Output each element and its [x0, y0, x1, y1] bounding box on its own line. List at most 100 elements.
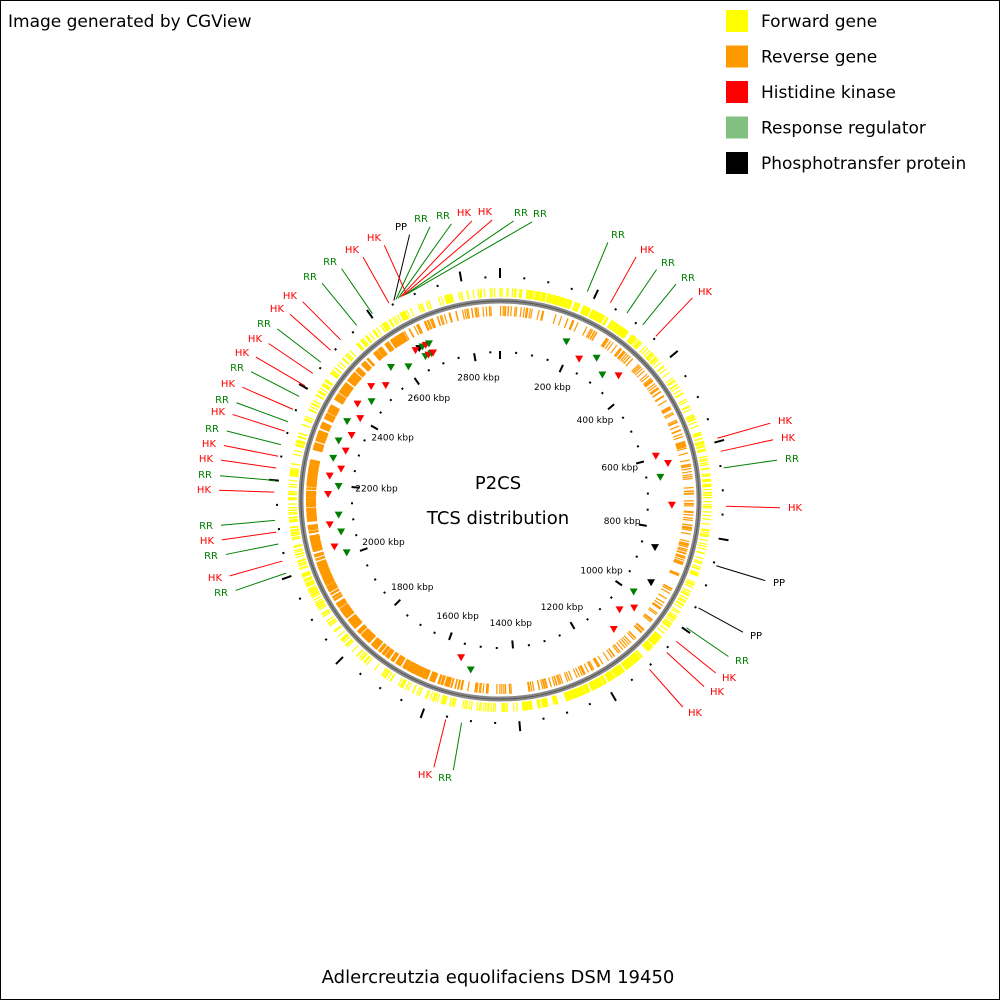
feature-label: RR	[215, 395, 229, 406]
forward-gene	[525, 701, 526, 710]
legend-swatch	[726, 46, 748, 68]
inner-tick	[630, 431, 632, 432]
ruler-label: 2600 kbp	[408, 394, 451, 404]
organism: Adlercreutzia equolifaciens DSM 19450	[322, 967, 675, 988]
outer-tick	[414, 293, 415, 295]
inner-tick	[428, 369, 429, 371]
ruler-label: 600 kbp	[601, 463, 638, 473]
reverse-gene	[683, 514, 693, 515]
inner-tick	[434, 632, 435, 634]
legend-label: Phosphotransfer protein	[761, 154, 966, 174]
inner-tick	[458, 357, 459, 359]
ruler-label: 1200 kbp	[541, 603, 584, 613]
outer-tick	[685, 376, 687, 377]
inner-tick	[611, 597, 613, 598]
forward-gene	[519, 289, 520, 298]
forward-gene	[537, 292, 539, 301]
reverse-gene	[514, 307, 515, 317]
forward-gene	[516, 702, 517, 711]
outer-tick	[705, 585, 707, 586]
legend-swatch	[726, 117, 748, 139]
feature-label: HK	[197, 485, 212, 496]
forward-gene	[488, 703, 489, 712]
ruler-label: 1800 kbp	[391, 583, 434, 593]
forward-gene	[703, 512, 712, 513]
feature-label: HK	[345, 245, 360, 256]
feature-label: RR	[514, 208, 528, 219]
inner-tick	[589, 382, 590, 384]
forward-gene	[703, 485, 712, 486]
feature-label: HK	[778, 416, 793, 427]
outer-tick	[571, 288, 572, 290]
feature-label: RR	[611, 230, 625, 241]
inner-tick	[512, 640, 513, 648]
inner-tick	[366, 565, 368, 566]
legend-label: Forward gene	[761, 12, 877, 32]
feature-label: HK	[211, 407, 226, 418]
reverse-gene	[307, 483, 317, 484]
feature-label: HK	[202, 439, 217, 450]
forward-gene	[702, 519, 711, 520]
forward-gene	[484, 702, 485, 711]
reverse-gene	[308, 528, 318, 530]
reverse-gene	[684, 488, 694, 489]
ruler-label: 2400 kbp	[371, 434, 414, 444]
reverse-gene	[306, 488, 316, 489]
feature-label: HK	[478, 207, 493, 218]
legend-label: Response regulator	[761, 119, 926, 139]
inner-tick	[374, 579, 376, 580]
forward-gene	[529, 701, 530, 710]
feature-label: RR	[204, 551, 218, 562]
feature-label: HK	[248, 334, 263, 345]
feature-label: RR	[533, 209, 547, 220]
ruler-label: 2000 kbp	[362, 538, 405, 548]
forward-gene	[481, 289, 482, 298]
legend-swatch	[726, 152, 748, 174]
feature-label: HK	[235, 348, 250, 359]
reverse-gene	[308, 469, 318, 471]
feature-label: HK	[688, 708, 703, 719]
outer-tick	[401, 699, 402, 701]
legend-swatch	[726, 81, 748, 103]
ruler-label: 2200 kbp	[355, 485, 398, 495]
inner-tick	[622, 417, 624, 418]
feature-label: HK	[270, 304, 285, 315]
reverse-gene	[307, 485, 317, 486]
inner-tick	[443, 362, 444, 364]
feature-label: HK	[698, 287, 713, 298]
reverse-gene	[511, 306, 512, 316]
outer-tick	[697, 397, 699, 398]
feature-label: HK	[457, 208, 472, 219]
ruler-label: 1600 kbp	[436, 612, 479, 622]
inner-tick	[380, 412, 382, 413]
feature-label: HK	[418, 770, 433, 781]
inner-tick	[384, 592, 386, 593]
forward-gene	[486, 703, 487, 712]
inner-tick	[390, 399, 391, 400]
forward-gene	[289, 517, 298, 518]
feature-label: HK	[788, 503, 803, 514]
outer-tick	[392, 304, 393, 306]
forward-gene	[289, 480, 298, 481]
feature-label: RR	[414, 214, 428, 225]
inner-tick	[641, 541, 643, 542]
outer-tick	[654, 338, 655, 339]
ruler-label: 200 kbp	[534, 383, 571, 393]
inner-tick	[358, 455, 360, 456]
forward-gene	[512, 288, 513, 297]
feature-label: RR	[681, 273, 695, 284]
legend-swatch	[726, 10, 748, 32]
outer-tick	[650, 664, 651, 665]
outer-tick	[286, 433, 288, 434]
forward-gene	[702, 515, 711, 516]
feature-label: HK	[199, 454, 214, 465]
forward-gene	[288, 512, 297, 513]
reverse-gene	[306, 512, 316, 513]
outer-tick	[335, 349, 336, 350]
outer-tick	[567, 712, 568, 714]
outer-tick	[325, 639, 327, 640]
forward-gene	[481, 702, 482, 711]
legend-label: Reverse gene	[761, 48, 877, 68]
